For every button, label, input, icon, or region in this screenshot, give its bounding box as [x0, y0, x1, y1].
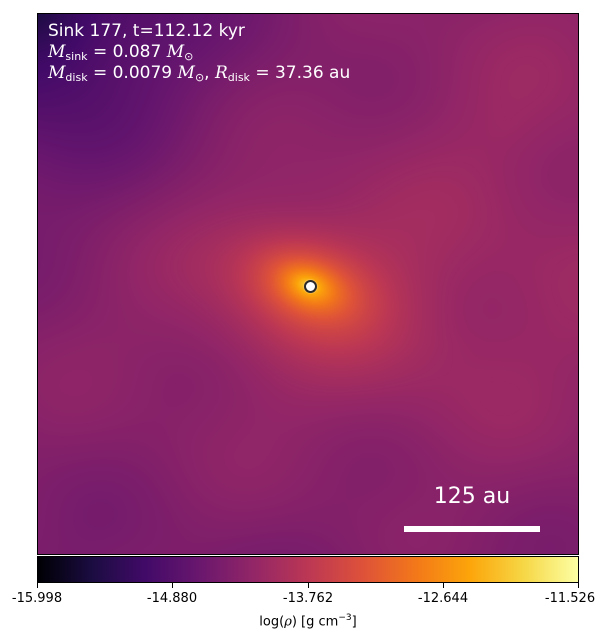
cbar-label-symbol: ρ	[284, 614, 292, 630]
mdisk-unit: M	[177, 63, 195, 83]
colorbar-tick-label: -12.644	[417, 591, 469, 606]
cbar-label-close: ]	[351, 614, 357, 630]
msink-symbol: M	[48, 42, 66, 62]
colorbar-tick	[172, 583, 173, 588]
msink-unit-subscript: ⊙	[184, 50, 194, 63]
colorbar-tick	[37, 583, 38, 588]
cbar-label-exponent: −3	[338, 613, 352, 623]
colorbar-label: log(ρ) [g cm−3]	[37, 613, 579, 629]
mdisk-separator: ,	[204, 63, 210, 83]
msink-unit: M	[166, 42, 185, 62]
cbar-label-prefix: log(	[259, 614, 285, 630]
colorbar-tick	[578, 583, 579, 588]
disk-mass-radius-label: Mdisk = 0.0079 M⊙, Rdisk = 37.36 au	[48, 63, 350, 88]
sink-mass-label: Msink = 0.087 M⊙	[48, 42, 193, 67]
colorbar-tick	[308, 583, 309, 588]
rdisk-value: = 37.36 au	[255, 63, 351, 83]
colorbar-tick-label: -13.762	[282, 591, 334, 606]
colorbar-tick-label: -14.880	[146, 591, 198, 606]
colorbar	[37, 556, 579, 583]
density-map-panel: Sink 177, t=112.12 kyr Msink = 0.087 M⊙ …	[37, 13, 579, 555]
scale-bar	[404, 526, 540, 532]
rdisk-subscript: disk	[227, 71, 250, 84]
cbar-label-suffix: ) [g cm	[291, 614, 339, 630]
msink-value: = 0.087	[92, 42, 162, 62]
scale-bar-label: 125 au	[433, 484, 511, 509]
sink-title: Sink 177, t=112.12 kyr	[48, 21, 245, 41]
colorbar-tick	[443, 583, 444, 588]
rdisk-symbol: R	[214, 63, 228, 83]
mdisk-value: = 0.0079	[92, 63, 173, 83]
mdisk-unit-subscript: ⊙	[194, 71, 205, 84]
colorbar-tick-label: -15.998	[11, 591, 63, 606]
colorbar-tick-label: -11.526	[544, 591, 596, 606]
msink-subscript: sink	[65, 50, 88, 63]
mdisk-subscript: disk	[65, 71, 88, 84]
sink-marker-icon	[304, 280, 317, 293]
mdisk-symbol: M	[48, 63, 66, 83]
